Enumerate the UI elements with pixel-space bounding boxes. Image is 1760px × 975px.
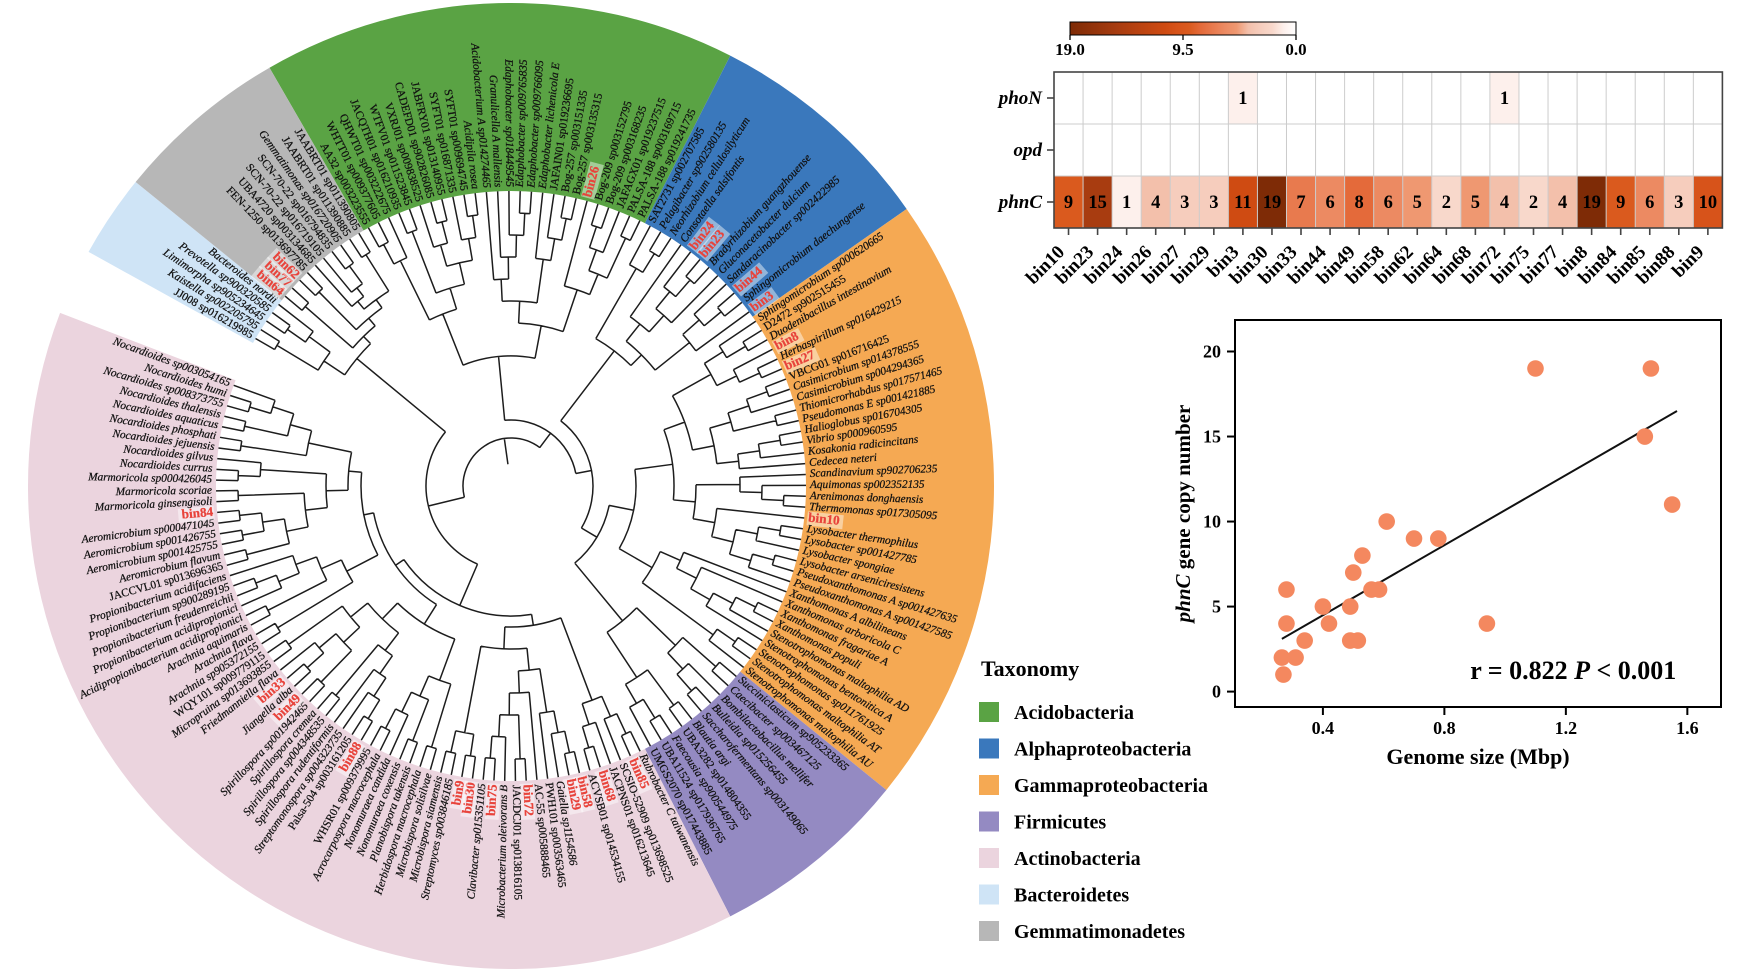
svg-text:19: 19	[1263, 193, 1282, 213]
svg-text:6: 6	[1325, 193, 1334, 213]
svg-text:bin84: bin84	[181, 504, 214, 522]
svg-text:5: 5	[1471, 193, 1480, 213]
svg-text:1: 1	[1122, 193, 1131, 213]
svg-text:8: 8	[1355, 193, 1364, 213]
svg-text:10: 10	[1699, 193, 1718, 213]
svg-text:0: 0	[1212, 682, 1221, 702]
svg-text:phnC: phnC	[997, 192, 1043, 213]
svg-text:Microbacterium oleivorans B: Microbacterium oleivorans B	[495, 785, 510, 920]
svg-text:15: 15	[1203, 427, 1221, 447]
svg-text:3: 3	[1209, 193, 1218, 213]
svg-text:Firmicutes: Firmicutes	[1014, 812, 1106, 834]
svg-text:15: 15	[1088, 193, 1107, 213]
svg-text:opd: opd	[1014, 140, 1043, 161]
svg-text:Granulicella A mallensis: Granulicella A mallensis	[487, 75, 504, 189]
svg-text:Edaphobacter sp018449545: Edaphobacter sp018449545	[502, 58, 515, 187]
svg-text:2: 2	[1442, 193, 1451, 213]
svg-text:bin29: bin29	[564, 777, 585, 811]
svg-text:1: 1	[1238, 89, 1247, 109]
svg-text:bin30: bin30	[459, 781, 478, 815]
svg-text:7: 7	[1296, 193, 1305, 213]
svg-text:Edaphobacter sp009765835: Edaphobacter sp009765835	[514, 59, 530, 188]
svg-text:Nocardioides currus: Nocardioides currus	[119, 457, 214, 474]
svg-text:phnC gene copy number: phnC gene copy number	[1171, 405, 1195, 625]
svg-text:bin10: bin10	[808, 510, 841, 528]
svg-text:4: 4	[1151, 193, 1160, 213]
svg-text:Taxonomy: Taxonomy	[981, 656, 1079, 681]
svg-text:bin9: bin9	[448, 779, 467, 806]
svg-text:Bacteroidetes: Bacteroidetes	[1014, 885, 1129, 907]
svg-text:1: 1	[1500, 89, 1509, 109]
svg-text:Acidobacteria: Acidobacteria	[1014, 702, 1134, 724]
svg-text:phoN: phoN	[997, 88, 1044, 109]
svg-text:Gammaproteobacteria: Gammaproteobacteria	[1014, 775, 1208, 797]
svg-text:Alphaproteobacteria: Alphaproteobacteria	[1014, 739, 1191, 761]
svg-text:1.6: 1.6	[1676, 718, 1699, 738]
svg-text:Genome size (Mbp): Genome size (Mbp)	[1386, 744, 1569, 769]
svg-text:6: 6	[1384, 193, 1393, 213]
svg-text:3: 3	[1180, 193, 1189, 213]
svg-text:Arenimonas donghaensis: Arenimonas donghaensis	[809, 490, 924, 506]
svg-text:9: 9	[1616, 193, 1625, 213]
svg-text:5: 5	[1212, 597, 1221, 617]
svg-text:Marmoricola sp000426045: Marmoricola sp000426045	[87, 471, 213, 485]
svg-text:4: 4	[1500, 193, 1509, 213]
svg-text:0.0: 0.0	[1285, 40, 1306, 59]
svg-text:19.0: 19.0	[1055, 40, 1085, 59]
svg-text:3: 3	[1674, 193, 1683, 213]
svg-text:Marmoricola scoriae: Marmoricola scoriae	[115, 485, 213, 499]
svg-text:JACDCJ01 sp013816105: JACDCJ01 sp013816105	[510, 785, 524, 901]
svg-text:6: 6	[1645, 193, 1654, 213]
svg-text:10: 10	[1203, 512, 1221, 532]
svg-text:0.8: 0.8	[1433, 718, 1456, 738]
svg-text:1.2: 1.2	[1555, 718, 1578, 738]
svg-text:0.4: 0.4	[1312, 718, 1335, 738]
svg-text:bin58: bin58	[574, 775, 596, 810]
svg-text:Actinobacteria: Actinobacteria	[1014, 848, 1141, 870]
svg-text:bin75: bin75	[483, 784, 500, 817]
svg-text:20: 20	[1203, 342, 1221, 362]
svg-text:2: 2	[1529, 193, 1538, 213]
svg-text:9: 9	[1064, 193, 1073, 213]
svg-text:5: 5	[1413, 193, 1422, 213]
svg-text:Cedecea neteri: Cedecea neteri	[809, 452, 878, 469]
svg-text:bin72: bin72	[520, 784, 537, 817]
svg-text:11: 11	[1234, 193, 1251, 213]
svg-text:9.5: 9.5	[1172, 40, 1193, 59]
svg-text:Scandinavium sp902706235: Scandinavium sp902706235	[810, 463, 938, 480]
svg-text:Aquimonas sp002352135: Aquimonas sp002352135	[809, 479, 925, 491]
svg-text:4: 4	[1558, 193, 1567, 213]
svg-text:r = 0.822 P < 0.001: r = 0.822 P < 0.001	[1470, 656, 1676, 685]
svg-text:19: 19	[1582, 193, 1601, 213]
svg-text:Gemmatimonadetes: Gemmatimonadetes	[1014, 921, 1185, 943]
